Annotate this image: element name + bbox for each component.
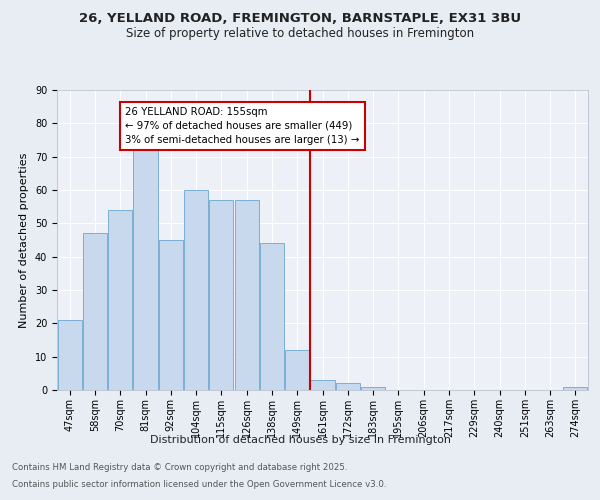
Bar — [285, 350, 309, 390]
Y-axis label: Number of detached properties: Number of detached properties — [19, 152, 29, 328]
Bar — [361, 386, 385, 390]
Bar — [83, 234, 107, 390]
Bar — [58, 320, 82, 390]
Bar — [159, 240, 183, 390]
Bar — [336, 384, 360, 390]
Bar — [209, 200, 233, 390]
Bar — [108, 210, 132, 390]
Text: Size of property relative to detached houses in Fremington: Size of property relative to detached ho… — [126, 28, 474, 40]
Text: 26 YELLAND ROAD: 155sqm
← 97% of detached houses are smaller (449)
3% of semi-de: 26 YELLAND ROAD: 155sqm ← 97% of detache… — [125, 106, 359, 144]
Bar — [563, 386, 587, 390]
Text: Contains HM Land Registry data © Crown copyright and database right 2025.: Contains HM Land Registry data © Crown c… — [12, 464, 347, 472]
Text: 26, YELLAND ROAD, FREMINGTON, BARNSTAPLE, EX31 3BU: 26, YELLAND ROAD, FREMINGTON, BARNSTAPLE… — [79, 12, 521, 26]
Bar — [235, 200, 259, 390]
Text: Distribution of detached houses by size in Fremington: Distribution of detached houses by size … — [149, 435, 451, 445]
Text: Contains public sector information licensed under the Open Government Licence v3: Contains public sector information licen… — [12, 480, 386, 489]
Bar — [184, 190, 208, 390]
Bar — [133, 146, 158, 390]
Bar — [260, 244, 284, 390]
Bar — [310, 380, 335, 390]
